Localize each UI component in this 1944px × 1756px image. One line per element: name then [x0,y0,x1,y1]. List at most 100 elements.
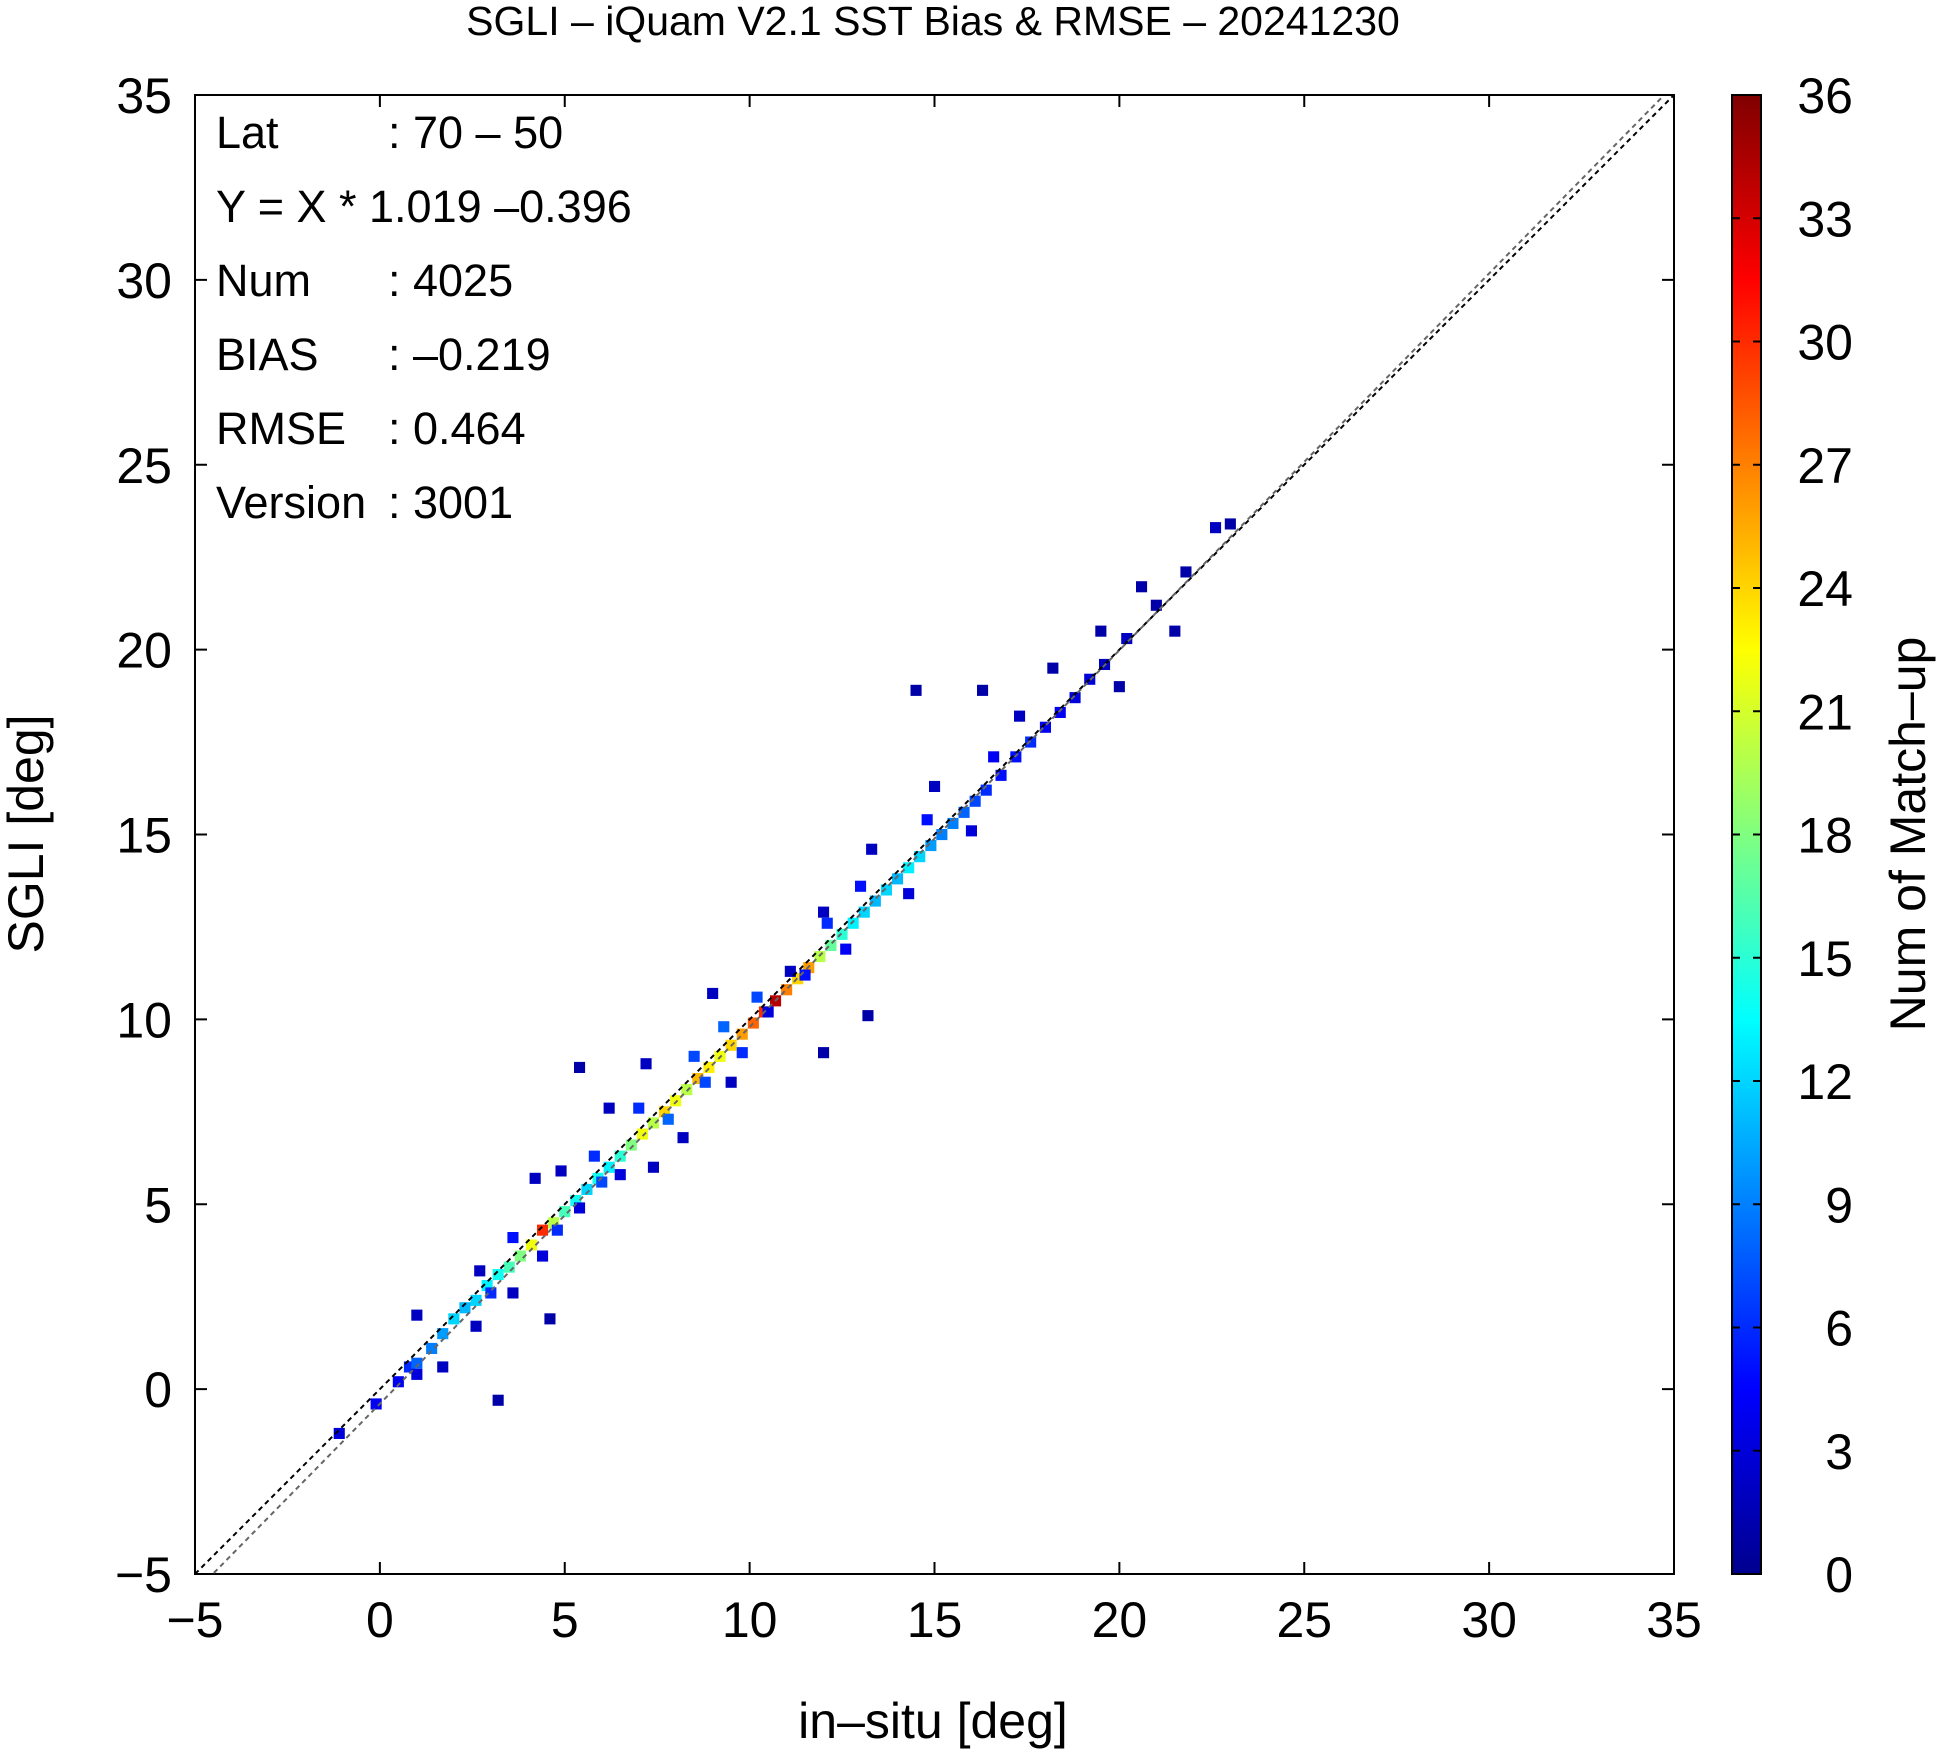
heatmap-cell [529,1172,541,1184]
colorbar-tick-label: 21 [1797,684,1853,740]
heatmap-cell [411,1309,423,1321]
heatmap-cell [603,1161,615,1173]
heatmap-cell [370,1398,382,1410]
y-tick-label: 25 [116,438,172,494]
heatmap-cell [825,939,837,951]
colorbar-tick-label: 30 [1797,315,1853,371]
heatmap-cell [437,1328,449,1340]
heatmap-cell [869,895,881,907]
heatmap-cell [821,917,833,929]
heatmap-cell [725,1076,737,1088]
heatmap-cell [925,840,937,852]
colorbar-tick-label: 15 [1797,931,1853,987]
heatmap-cell [707,987,719,999]
stats-label: BIAS [216,329,319,380]
heatmap-cell [485,1287,497,1299]
heatmap-cell [507,1287,519,1299]
heatmap-cell [333,1427,345,1439]
heatmap-cell [947,817,959,829]
heatmap-cell [411,1357,423,1369]
stats-label: Num [216,255,311,306]
heatmap-cell [892,873,904,885]
heatmap-cell [910,684,922,696]
colorbar-tick-label: 36 [1797,68,1853,124]
colorbar-tick-label: 24 [1797,561,1853,617]
heatmap-cell [492,1269,504,1281]
heatmap-cell [988,751,1000,763]
heatmap-cell [551,1224,563,1236]
heatmap-cell [474,1265,486,1277]
heatmap-cell [855,880,867,892]
x-axis-label: in–situ [deg] [798,1693,1068,1749]
heatmap-cell [514,1250,526,1262]
heatmap-cell [784,965,796,977]
heatmap-cell [858,906,870,918]
heatmap-cell [1069,692,1081,704]
heatmap-cell [1150,599,1162,611]
heatmap-cell [633,1102,645,1114]
x-tick-label: 15 [907,1592,963,1648]
heatmap-cell [544,1313,556,1325]
heatmap-cell [1169,625,1181,637]
y-tick-label: 30 [116,253,172,309]
heatmap-cell [559,1206,571,1218]
y-tick-label: 0 [144,1362,172,1418]
heatmap-cell [647,1117,659,1129]
stats-value: : –0.219 [388,329,551,380]
heatmap-cell [525,1239,537,1251]
heatmap-cell [914,851,926,863]
heatmap-cell [1180,566,1192,578]
heatmap-cell [980,784,992,796]
heatmap-cell [995,769,1007,781]
heatmap-cell [603,1102,615,1114]
heatmap-cell [969,795,981,807]
heatmap-cell [847,917,859,929]
heatmap-cell [958,806,970,818]
heatmap-cell [503,1261,515,1273]
heatmap-cell [903,862,915,874]
heatmap-cell [799,969,811,981]
heatmap-cell [688,1050,700,1062]
x-tick-label: 10 [722,1592,778,1648]
reference-line [211,95,1666,1574]
heatmap-cell [659,1106,671,1118]
x-tick-label: 20 [1092,1592,1148,1648]
heatmap-cell [437,1361,449,1373]
heatmap-cell [1014,710,1026,722]
colorbar-tick-label: 6 [1825,1301,1853,1357]
heatmap-cell [736,1028,748,1040]
heatmap-cell [818,906,830,918]
y-axis: −5 0 5 10 15 20 25 30 35 [115,68,1674,1603]
heatmap-cell [448,1313,460,1325]
heatmap-cell [1054,706,1066,718]
stats-label: Version [216,477,366,528]
heatmap-cell [903,888,915,900]
heatmap-cell [481,1280,493,1292]
heatmap-cell [392,1376,404,1388]
heatmap-cell [929,780,941,792]
heatmap-cell [596,1176,608,1188]
heatmap-cell [936,829,948,841]
stats-label: Y = X * 1.019 –0.396 [216,181,632,232]
y-tick-label: 20 [116,623,172,679]
heatmap-cell [718,1021,730,1033]
heatmap-cell [614,1150,626,1162]
heatmap-cell [677,1132,689,1144]
heatmap-cell [1113,681,1125,693]
heatmap-cell [736,1047,748,1059]
heatmap-cell [818,1047,830,1059]
heatmap-cell [703,1061,715,1073]
heatmap-cell [426,1342,438,1354]
x-tick-label: 5 [551,1592,579,1648]
x-tick-label: 0 [366,1592,394,1648]
heatmap-cell [555,1165,567,1177]
colorbar-tick-label: 12 [1797,1054,1853,1110]
x-tick-label: 25 [1276,1592,1332,1648]
colorbar-tick-label: 27 [1797,438,1853,494]
heatmap-cell [751,991,763,1003]
heatmap-cell [840,943,852,955]
heatmap-cell [625,1139,637,1151]
colorbar-tick-label: 0 [1825,1547,1853,1603]
heatmap-cell [921,814,933,826]
